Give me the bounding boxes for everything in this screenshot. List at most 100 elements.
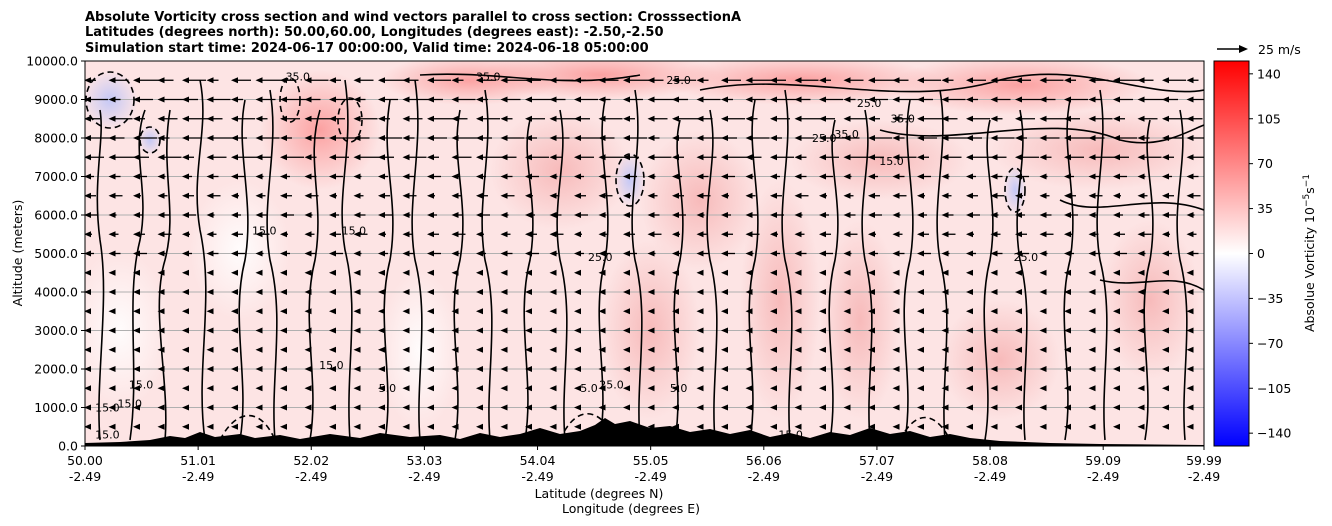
wind-vector [990,250,1003,257]
wind-vector [1186,289,1194,295]
wind-vector [770,212,784,218]
wind-vector [770,385,777,392]
wind-vector [1162,385,1169,392]
wind-vector [892,269,900,276]
wind-vector [770,173,780,180]
wind-vector [108,385,116,392]
x-tick-label-lon: -2.49 [295,469,327,484]
wind-vector [721,366,728,372]
wind-vector [770,96,798,103]
wind-vector [770,327,777,334]
wind-vector [966,250,976,257]
wind-vector [157,269,165,276]
wind-vector [402,327,410,334]
wind-vector [525,135,537,141]
wind-vector [721,192,729,199]
wind-vector [1162,289,1169,295]
quiver-key-arrowhead [1239,45,1248,53]
wind-vector [182,77,206,84]
wind-vector [1088,154,1117,161]
wind-vector [353,77,374,84]
wind-vector [917,250,931,257]
wind-vector [549,385,557,392]
colorbar-tick-label: 0 [1257,246,1265,261]
wind-vector [1064,366,1071,372]
wind-vector [353,366,361,372]
wind-vector [206,173,219,180]
wind-vector [721,173,735,180]
wind-vector [353,173,362,180]
wind-vector [500,404,508,411]
wind-vector [108,404,116,411]
wind-vector [500,212,509,218]
wind-vector [231,231,243,238]
wind-vector [794,192,809,199]
wind-vector [1113,385,1120,392]
wind-vector [231,423,238,430]
wind-vector [85,192,96,199]
wind-vector [598,96,611,103]
wind-vector [623,96,643,103]
wind-vector [1015,423,1022,430]
wind-vector [353,346,361,353]
wind-vector [451,423,459,430]
wind-vector [990,289,998,295]
wind-vector [819,115,835,122]
wind-vector [770,366,777,372]
x-tick-label-lat: 52.02 [293,453,329,468]
wind-vector [85,212,98,218]
wind-vector [157,250,166,257]
x-tick-label-lat: 50.00 [67,453,103,468]
wind-vector [843,231,858,238]
wind-vector [696,269,704,276]
wind-vector [353,423,361,430]
wind-vector [231,385,238,392]
wind-vector [85,308,91,315]
wind-vector [1088,289,1096,295]
wind-vector [574,115,590,122]
wind-vector [1113,192,1121,199]
wind-vector [574,289,581,295]
wind-vector [1137,404,1145,411]
wind-vector [476,250,486,257]
wind-vector [696,115,713,122]
wind-vector [892,385,900,392]
wind-vector [819,385,826,392]
wind-vector [525,192,533,199]
wind-vector [157,346,165,353]
wind-vector [623,154,639,161]
wind-vector [623,250,637,257]
wind-vector [1088,231,1099,238]
wind-vector [941,96,966,103]
colorbar-tick-label: 35 [1257,201,1273,216]
wind-vector [1039,135,1060,141]
wind-vector [1186,173,1199,180]
wind-vector [549,192,560,199]
wind-vector [941,423,949,430]
wind-vector [1186,346,1194,353]
wind-vector [623,212,633,218]
wind-vector [574,366,581,372]
wind-vector [1039,231,1054,238]
wind-vector [304,289,312,295]
wind-vector [941,212,954,218]
wind-vector [525,173,539,180]
wind-vector [721,404,728,411]
wind-vector [990,77,1019,84]
wind-vector [892,212,901,218]
wind-vector [1088,115,1113,122]
wind-vector [378,385,385,392]
wind-vector [304,96,321,103]
wind-vector [1137,173,1146,180]
wind-vector [794,346,802,353]
wind-vector [255,423,263,430]
wind-vector [451,231,466,238]
wind-vector [304,327,312,334]
wind-vector [574,212,588,218]
wind-vector [133,250,147,257]
wind-vector [941,404,949,411]
wind-vector [623,327,630,334]
wind-vector [672,366,679,372]
wind-vector [745,423,753,430]
wind-vector [892,154,917,161]
